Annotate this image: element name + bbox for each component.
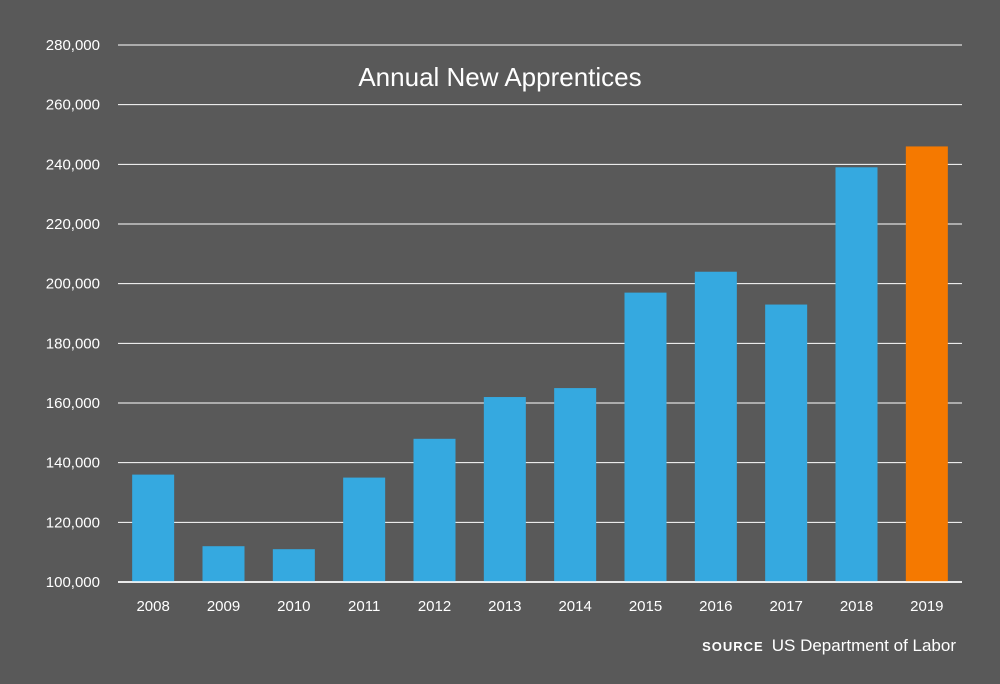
x-tick-label: 2017 [769, 598, 802, 615]
y-tick-label: 220,000 [46, 216, 100, 233]
y-tick-label: 100,000 [46, 574, 100, 591]
x-tick-label: 2018 [840, 598, 873, 615]
y-tick-label: 160,000 [46, 395, 100, 412]
bar-2017 [765, 304, 808, 582]
bar-2015 [624, 292, 667, 582]
bar-2008 [132, 474, 175, 582]
bar-2019 [905, 146, 948, 582]
bar-2011 [343, 477, 386, 582]
bar-2018 [835, 167, 878, 583]
x-tick-label: 2016 [699, 598, 732, 615]
bar-2012 [413, 438, 456, 582]
axes: 100,000 120,000 140,000 160,000 180,000 200,0… [46, 37, 962, 615]
y-tick-label: 200,000 [46, 276, 100, 293]
x-tick-label: 2010 [277, 598, 310, 615]
bar-2009 [202, 546, 245, 582]
grid-lines [118, 44, 962, 583]
x-tick-label: 2009 [207, 598, 240, 615]
x-tick-label: 2012 [418, 598, 451, 615]
chart-title: Annual New Apprentices [358, 62, 641, 92]
x-tick-label: 2014 [558, 598, 591, 615]
bar-2013 [483, 397, 526, 582]
source-label: SOURCE [702, 639, 764, 654]
bar-2014 [554, 388, 597, 582]
bars [132, 146, 948, 583]
x-tick-label: 2011 [348, 598, 380, 615]
y-tick-label: 180,000 [46, 335, 100, 352]
x-tick-label: 2015 [629, 598, 662, 615]
y-tick-label: 280,000 [46, 37, 100, 54]
y-tick-label: 120,000 [46, 514, 100, 531]
y-tick-label: 260,000 [46, 97, 100, 114]
source-text: US Department of Labor [771, 636, 956, 655]
x-tick-label: 2013 [488, 598, 521, 615]
x-tick-label: 2019 [910, 598, 943, 615]
y-tick-label: 240,000 [46, 156, 100, 173]
bar-2010 [272, 549, 315, 582]
y-tick-label: 140,000 [46, 455, 100, 472]
bar-2016 [694, 271, 737, 582]
x-tick-label: 2008 [136, 598, 169, 615]
source-line: SOURCE US Department of Labor [702, 636, 956, 656]
